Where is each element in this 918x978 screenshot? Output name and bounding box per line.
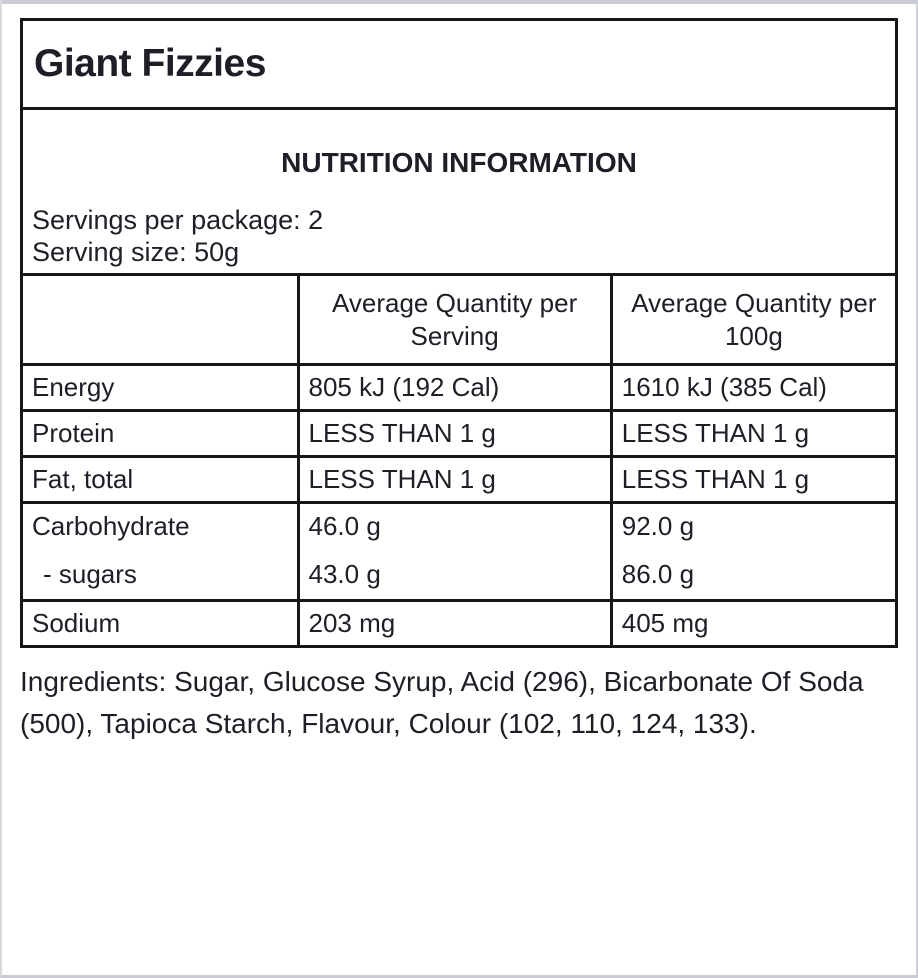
value-per-100g: 92.0 g 86.0 g <box>609 501 899 602</box>
nutrition-table: Average Quantity per Serving Average Qua… <box>20 273 899 648</box>
value-per-100g: LESS THAN 1 g <box>609 455 899 504</box>
sugars-per-serving: 43.0 g <box>308 559 381 589</box>
nutrient-label: Protein <box>20 409 300 458</box>
carbohydrate-per-100g: 92.0 g <box>621 511 695 541</box>
value-per-serving: LESS THAN 1 g <box>296 409 613 458</box>
value-per-serving: 46.0 g 43.0 g <box>296 501 613 602</box>
ingredients-text: Ingredients: Sugar, Glucose Syrup, Acid … <box>20 666 864 739</box>
sugars-per-100g: 86.0 g <box>621 559 695 589</box>
value-per-100g: 405 mg <box>609 599 899 648</box>
value-per-100g: 1610 kJ (385 Cal) <box>609 363 899 412</box>
product-title-box: Giant Fizzies <box>20 18 898 110</box>
nutrition-label-page: Giant Fizzies NUTRITION INFORMATION Serv… <box>2 4 916 745</box>
carbohydrate-label: Carbohydrate <box>32 511 190 541</box>
column-header-per-serving-line1: Average Quantity per <box>332 287 578 318</box>
table-row-fat-total: Fat, total LESS THAN 1 g LESS THAN 1 g <box>20 455 899 504</box>
nutrient-label: Energy <box>20 363 300 412</box>
nutrition-header-box: NUTRITION INFORMATION Servings per packa… <box>20 107 898 276</box>
table-header-row: Average Quantity per Serving Average Qua… <box>20 273 899 366</box>
servings-per-package-text: Servings per package: 2 <box>32 205 324 235</box>
column-header-per-100g-line2: 100g <box>724 320 783 351</box>
table-row-carbohydrate: Carbohydrate - sugars 46.0 g 43.0 g 92.0… <box>20 501 899 602</box>
serving-details: Servings per package: 2 Serving size: 50… <box>23 204 895 273</box>
column-header-per-serving-line2: Serving <box>410 320 499 351</box>
table-row-energy: Energy 805 kJ (192 Cal) 1610 kJ (385 Cal… <box>20 363 899 412</box>
table-row-protein: Protein LESS THAN 1 g LESS THAN 1 g <box>20 409 899 458</box>
nutrient-label: Carbohydrate - sugars <box>20 501 300 602</box>
column-header-per-serving: Average Quantity per Serving <box>296 273 613 366</box>
value-per-serving: 805 kJ (192 Cal) <box>296 363 613 412</box>
column-header-nutrient-blank <box>20 273 300 366</box>
value-per-serving: LESS THAN 1 g <box>296 455 613 504</box>
value-per-serving: 203 mg <box>296 599 613 648</box>
value-per-100g: LESS THAN 1 g <box>609 409 899 458</box>
carbohydrate-per-serving: 46.0 g <box>308 511 381 541</box>
product-title: Giant Fizzies <box>34 42 266 85</box>
table-row-sodium: Sodium 203 mg 405 mg <box>20 599 899 648</box>
sugars-sub-label: - sugars <box>43 559 137 589</box>
nutrient-label: Fat, total <box>20 455 300 504</box>
column-header-per-100g: Average Quantity per 100g <box>609 273 899 366</box>
nutrient-label: Sodium <box>20 599 300 648</box>
column-header-per-100g-line1: Average Quantity per <box>631 287 877 318</box>
nutrition-information-heading: NUTRITION INFORMATION <box>281 147 637 178</box>
serving-size-text: Serving size: 50g <box>32 237 240 267</box>
window-top-edge <box>2 0 916 4</box>
